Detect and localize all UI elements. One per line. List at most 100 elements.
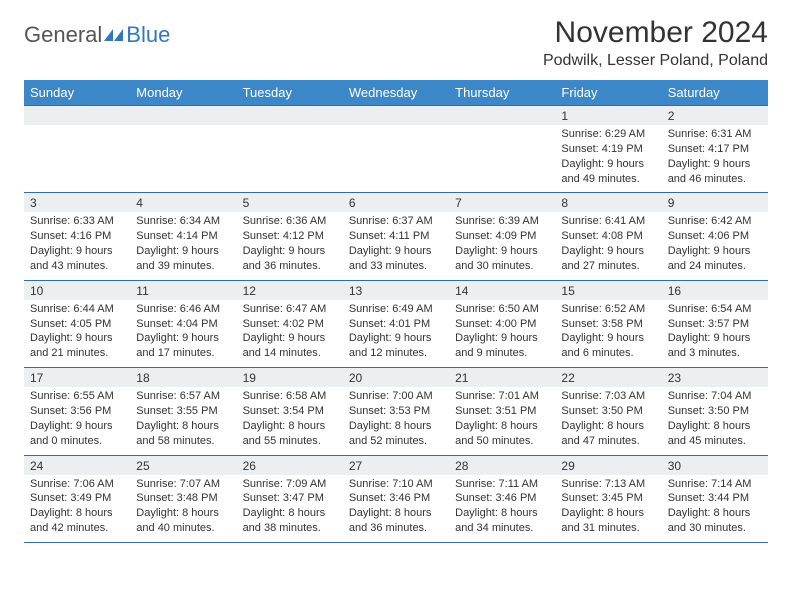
sunset-line: Sunset: 4:12 PM — [243, 229, 337, 244]
sunset-line: Sunset: 4:08 PM — [561, 229, 655, 244]
sunrise-line: Sunrise: 7:14 AM — [668, 477, 762, 492]
sunrise-line: Sunrise: 6:49 AM — [349, 302, 443, 317]
daynum-row: 3456789 — [24, 193, 768, 213]
daylight-line: Daylight: 9 hours and 33 minutes. — [349, 244, 443, 274]
sunset-line: Sunset: 3:57 PM — [668, 317, 762, 332]
daylight-line: Daylight: 8 hours and 31 minutes. — [561, 506, 655, 536]
day-number-cell: 4 — [130, 193, 236, 213]
day-number-cell: 15 — [555, 280, 661, 300]
sunrise-line: Sunrise: 7:11 AM — [455, 477, 549, 492]
daylight-line: Daylight: 9 hours and 43 minutes. — [30, 244, 124, 274]
day-detail-cell: Sunrise: 7:07 AMSunset: 3:48 PMDaylight:… — [130, 475, 236, 543]
day-header-row: SundayMondayTuesdayWednesdayThursdayFrid… — [24, 80, 768, 106]
day-number-cell: 22 — [555, 368, 661, 388]
sunset-line: Sunset: 3:53 PM — [349, 404, 443, 419]
daylight-line: Daylight: 8 hours and 47 minutes. — [561, 419, 655, 449]
day-header: Sunday — [24, 80, 130, 106]
daynum-row: 12 — [24, 106, 768, 126]
sunrise-line: Sunrise: 6:52 AM — [561, 302, 655, 317]
sunset-line: Sunset: 4:05 PM — [30, 317, 124, 332]
day-detail-cell — [24, 125, 130, 193]
day-number-cell: 26 — [237, 455, 343, 475]
logo: General Blue — [24, 16, 170, 48]
daylight-line: Daylight: 9 hours and 49 minutes. — [561, 157, 655, 187]
day-detail-cell: Sunrise: 7:00 AMSunset: 3:53 PMDaylight:… — [343, 387, 449, 455]
month-title: November 2024 — [543, 16, 768, 50]
day-number-cell: 13 — [343, 280, 449, 300]
daylight-line: Daylight: 9 hours and 9 minutes. — [455, 331, 549, 361]
sunrise-line: Sunrise: 6:44 AM — [30, 302, 124, 317]
sunset-line: Sunset: 3:51 PM — [455, 404, 549, 419]
day-detail-cell: Sunrise: 7:03 AMSunset: 3:50 PMDaylight:… — [555, 387, 661, 455]
sunset-line: Sunset: 3:47 PM — [243, 491, 337, 506]
daylight-line: Daylight: 9 hours and 30 minutes. — [455, 244, 549, 274]
day-header: Monday — [130, 80, 236, 106]
day-number-cell: 14 — [449, 280, 555, 300]
sunrise-line: Sunrise: 6:42 AM — [668, 214, 762, 229]
day-detail-cell: Sunrise: 6:36 AMSunset: 4:12 PMDaylight:… — [237, 212, 343, 280]
sunrise-line: Sunrise: 7:03 AM — [561, 389, 655, 404]
daylight-line: Daylight: 9 hours and 21 minutes. — [30, 331, 124, 361]
daynum-row: 24252627282930 — [24, 455, 768, 475]
day-number-cell: 17 — [24, 368, 130, 388]
daylight-line: Daylight: 8 hours and 36 minutes. — [349, 506, 443, 536]
sunrise-line: Sunrise: 7:06 AM — [30, 477, 124, 492]
daynum-row: 10111213141516 — [24, 280, 768, 300]
day-detail-cell — [237, 125, 343, 193]
logo-text-blue: Blue — [126, 22, 170, 48]
day-number-cell: 16 — [662, 280, 768, 300]
daylight-line: Daylight: 8 hours and 55 minutes. — [243, 419, 337, 449]
sunset-line: Sunset: 3:46 PM — [455, 491, 549, 506]
sunrise-line: Sunrise: 7:01 AM — [455, 389, 549, 404]
day-detail-cell: Sunrise: 6:47 AMSunset: 4:02 PMDaylight:… — [237, 300, 343, 368]
sunrise-line: Sunrise: 6:50 AM — [455, 302, 549, 317]
day-detail-cell: Sunrise: 6:46 AMSunset: 4:04 PMDaylight:… — [130, 300, 236, 368]
sunrise-line: Sunrise: 6:41 AM — [561, 214, 655, 229]
day-number-cell: 3 — [24, 193, 130, 213]
sunrise-line: Sunrise: 7:10 AM — [349, 477, 443, 492]
daylight-line: Daylight: 9 hours and 24 minutes. — [668, 244, 762, 274]
day-detail-cell: Sunrise: 6:58 AMSunset: 3:54 PMDaylight:… — [237, 387, 343, 455]
day-number-cell — [237, 106, 343, 126]
sunset-line: Sunset: 3:56 PM — [30, 404, 124, 419]
day-detail-cell: Sunrise: 6:50 AMSunset: 4:00 PMDaylight:… — [449, 300, 555, 368]
daylight-line: Daylight: 9 hours and 0 minutes. — [30, 419, 124, 449]
day-detail-cell: Sunrise: 7:09 AMSunset: 3:47 PMDaylight:… — [237, 475, 343, 543]
sunset-line: Sunset: 4:19 PM — [561, 142, 655, 157]
day-number-cell: 2 — [662, 106, 768, 126]
daylight-line: Daylight: 8 hours and 38 minutes. — [243, 506, 337, 536]
day-number-cell: 29 — [555, 455, 661, 475]
sunset-line: Sunset: 4:16 PM — [30, 229, 124, 244]
sunset-line: Sunset: 4:06 PM — [668, 229, 762, 244]
day-header: Tuesday — [237, 80, 343, 106]
sunrise-line: Sunrise: 6:39 AM — [455, 214, 549, 229]
sunrise-line: Sunrise: 6:31 AM — [668, 127, 762, 142]
sunrise-line: Sunrise: 6:29 AM — [561, 127, 655, 142]
daylight-line: Daylight: 8 hours and 40 minutes. — [136, 506, 230, 536]
sunrise-line: Sunrise: 6:37 AM — [349, 214, 443, 229]
sunrise-line: Sunrise: 6:34 AM — [136, 214, 230, 229]
sunrise-line: Sunrise: 7:13 AM — [561, 477, 655, 492]
day-number-cell: 19 — [237, 368, 343, 388]
daylight-line: Daylight: 9 hours and 27 minutes. — [561, 244, 655, 274]
daylight-line: Daylight: 9 hours and 17 minutes. — [136, 331, 230, 361]
daylight-line: Daylight: 9 hours and 6 minutes. — [561, 331, 655, 361]
day-detail-cell: Sunrise: 7:13 AMSunset: 3:45 PMDaylight:… — [555, 475, 661, 543]
sunset-line: Sunset: 4:00 PM — [455, 317, 549, 332]
daylight-line: Daylight: 8 hours and 52 minutes. — [349, 419, 443, 449]
sunrise-line: Sunrise: 6:46 AM — [136, 302, 230, 317]
header: General Blue November 2024 Podwilk, Less… — [24, 16, 768, 70]
day-header: Saturday — [662, 80, 768, 106]
day-number-cell: 20 — [343, 368, 449, 388]
detail-row: Sunrise: 6:33 AMSunset: 4:16 PMDaylight:… — [24, 212, 768, 280]
day-number-cell: 23 — [662, 368, 768, 388]
sunset-line: Sunset: 4:02 PM — [243, 317, 337, 332]
sunset-line: Sunset: 3:44 PM — [668, 491, 762, 506]
detail-row: Sunrise: 7:06 AMSunset: 3:49 PMDaylight:… — [24, 475, 768, 543]
day-detail-cell: Sunrise: 6:55 AMSunset: 3:56 PMDaylight:… — [24, 387, 130, 455]
sunrise-line: Sunrise: 6:55 AM — [30, 389, 124, 404]
day-number-cell: 1 — [555, 106, 661, 126]
day-number-cell — [24, 106, 130, 126]
day-detail-cell: Sunrise: 6:37 AMSunset: 4:11 PMDaylight:… — [343, 212, 449, 280]
sunset-line: Sunset: 4:01 PM — [349, 317, 443, 332]
